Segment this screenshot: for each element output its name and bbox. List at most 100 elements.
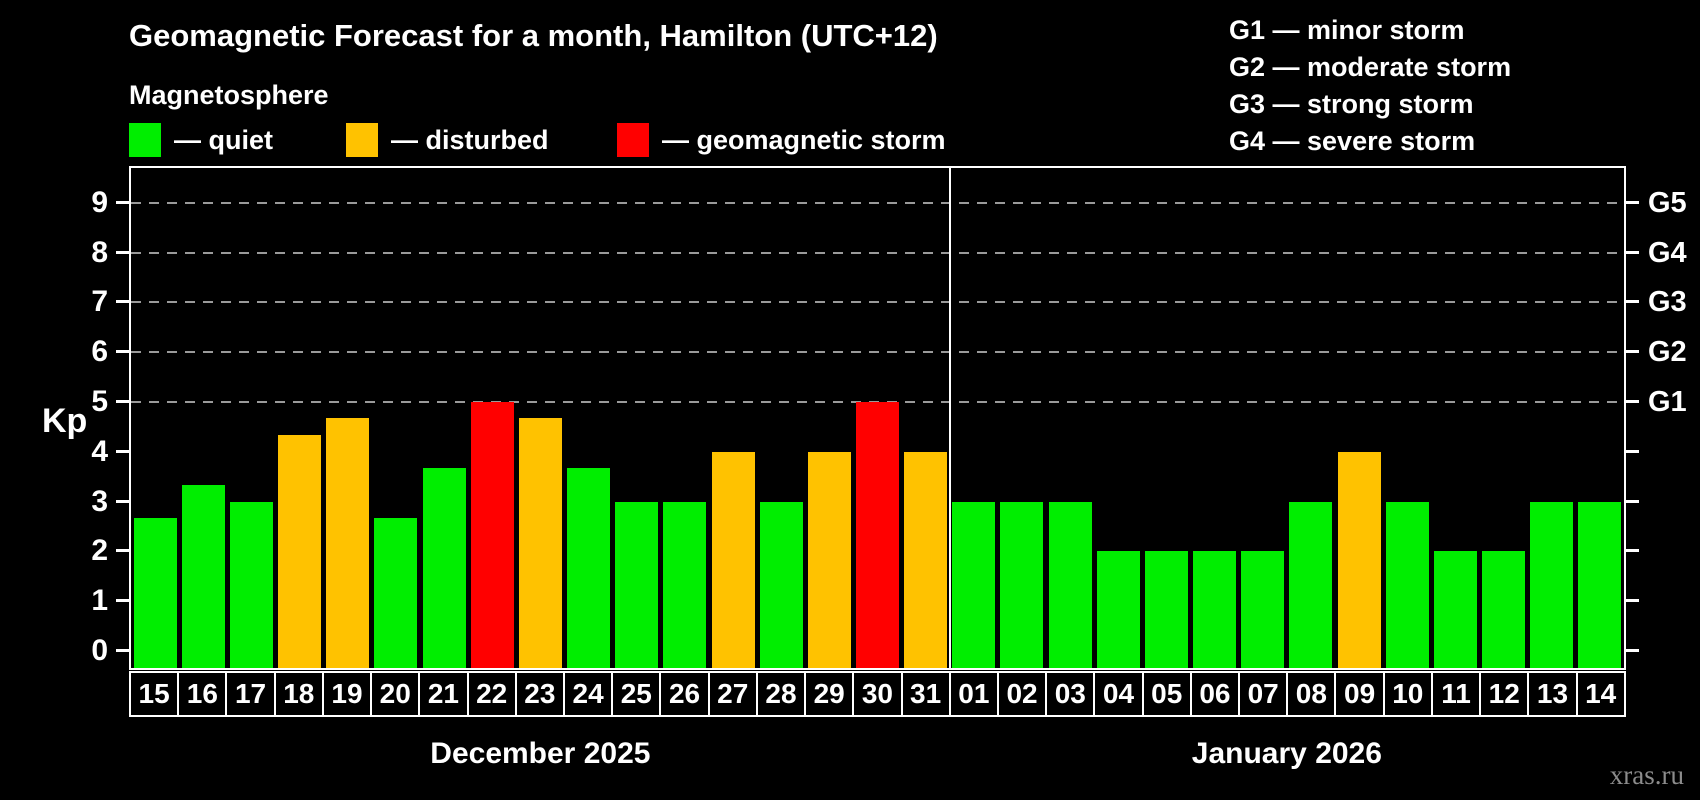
y-tick-label-9: 9 xyxy=(91,185,108,219)
g-legend-item-g2: G2 — moderate storm xyxy=(1229,52,1512,82)
g-axis-label-g3: G3 xyxy=(1648,286,1687,319)
y-tick-left-5 xyxy=(116,400,129,403)
kp-bar-27 xyxy=(711,451,755,668)
y-tick-left-0 xyxy=(116,649,129,652)
kp-bar-15 xyxy=(133,518,177,668)
y-tick-right-8 xyxy=(1626,250,1639,254)
date-cell-07: 07 xyxy=(1238,671,1289,717)
date-cell-31: 31 xyxy=(900,671,951,717)
gridline-kp7 xyxy=(131,301,1624,304)
date-cell-22: 22 xyxy=(466,671,517,717)
kp-bar-05 xyxy=(1144,551,1188,668)
date-cell-24: 24 xyxy=(562,671,614,717)
y-tick-right-0 xyxy=(1626,649,1639,652)
month-label-december: December 2025 xyxy=(430,737,651,770)
y-tick-left-7 xyxy=(116,300,129,304)
kp-bar-13 xyxy=(1530,501,1574,668)
quiet-swatch-icon xyxy=(129,123,161,157)
kp-bar-28 xyxy=(759,501,803,668)
y-tick-right-5 xyxy=(1626,400,1639,403)
date-cell-26: 26 xyxy=(659,671,710,717)
y-tick-right-3 xyxy=(1626,499,1639,503)
kp-bar-06 xyxy=(1193,551,1237,668)
kp-bar-16 xyxy=(181,485,225,668)
kp-bar-17 xyxy=(229,501,273,668)
y-tick-left-9 xyxy=(116,200,129,204)
kp-bar-10 xyxy=(1385,501,1429,668)
legend-item-quiet: — quiet xyxy=(129,123,273,157)
g-legend-item-g4: G4 — severe storm xyxy=(1229,126,1476,156)
kp-bar-22 xyxy=(470,402,514,668)
legend-item-disturbed: — disturbed xyxy=(346,123,549,157)
y-tick-left-2 xyxy=(116,549,129,553)
disturbed-swatch-icon xyxy=(346,123,378,157)
y-tick-right-1 xyxy=(1626,599,1639,603)
date-cell-10: 10 xyxy=(1382,671,1433,717)
g-axis-label-g1: G1 xyxy=(1648,386,1687,418)
gridline-kp8 xyxy=(131,251,1624,254)
date-cell-12: 12 xyxy=(1479,671,1530,717)
kp-bar-08 xyxy=(1289,501,1333,668)
kp-bar-26 xyxy=(663,501,707,668)
date-cell-04: 04 xyxy=(1093,671,1144,717)
y-tick-left-6 xyxy=(116,350,129,354)
kp-bar-21 xyxy=(422,468,466,668)
legend-label-storm: — geomagnetic storm xyxy=(662,124,946,155)
gridline-kp9 xyxy=(131,201,1624,204)
date-cell-18: 18 xyxy=(273,671,324,717)
kp-bar-02 xyxy=(1000,501,1044,668)
legend-item-storm: — geomagnetic storm xyxy=(617,123,946,157)
date-cell-02: 02 xyxy=(996,671,1048,717)
kp-bar-09 xyxy=(1337,451,1381,668)
date-cell-19: 19 xyxy=(321,671,373,717)
y-tick-right-4 xyxy=(1626,449,1639,453)
y-tick-label-2: 2 xyxy=(91,534,108,568)
kp-bar-01 xyxy=(952,501,996,668)
y-tick-label-8: 8 xyxy=(91,235,108,269)
y-tick-label-0: 0 xyxy=(91,634,108,667)
date-cell-11: 11 xyxy=(1430,671,1482,717)
y-axis-label: Kp xyxy=(42,402,88,440)
date-cell-23: 23 xyxy=(514,671,565,717)
kp-bar-07 xyxy=(1241,551,1285,668)
date-cell-15: 15 xyxy=(129,671,180,717)
magnetosphere-legend-title: Magnetosphere xyxy=(129,80,329,110)
y-tick-label-1: 1 xyxy=(91,584,108,618)
date-cell-03: 03 xyxy=(1045,671,1096,717)
kp-bar-31 xyxy=(904,451,948,668)
g-axis-label-g5: G5 xyxy=(1648,186,1687,219)
kp-bar-04 xyxy=(1096,551,1140,668)
y-tick-label-7: 7 xyxy=(91,285,108,319)
kp-bar-11 xyxy=(1433,551,1477,668)
chart-title: Geomagnetic Forecast for a month, Hamilt… xyxy=(129,18,938,53)
kp-bar-03 xyxy=(1048,501,1092,668)
storm-swatch-icon xyxy=(617,123,649,157)
date-cell-14: 14 xyxy=(1575,671,1626,717)
y-tick-right-7 xyxy=(1626,300,1639,304)
date-cell-16: 16 xyxy=(177,671,228,717)
y-tick-label-3: 3 xyxy=(91,484,108,518)
date-cell-25: 25 xyxy=(611,671,662,717)
date-cell-20: 20 xyxy=(370,671,421,717)
date-cell-06: 06 xyxy=(1189,671,1241,717)
kp-bar-24 xyxy=(567,468,611,668)
g-axis-label-g4: G4 xyxy=(1648,236,1687,269)
month-separator xyxy=(948,168,951,668)
gridline-kp6 xyxy=(131,351,1624,354)
y-tick-left-8 xyxy=(116,250,129,254)
y-tick-right-9 xyxy=(1626,200,1639,204)
date-cell-27: 27 xyxy=(707,671,758,717)
y-tick-label-6: 6 xyxy=(91,335,108,369)
date-cell-05: 05 xyxy=(1141,671,1192,717)
y-tick-label-5: 5 xyxy=(91,385,108,418)
kp-bar-23 xyxy=(518,418,562,668)
g-legend-item-g3: G3 — strong storm xyxy=(1229,89,1474,119)
y-tick-left-3 xyxy=(116,499,129,503)
month-label-january: January 2026 xyxy=(1191,737,1382,770)
kp-bar-18 xyxy=(278,435,322,668)
date-cell-28: 28 xyxy=(755,671,807,717)
date-axis: 15 16 17 18 19 20 21 22 23 24 25 26 27 28 29 30 31 01 02 03… xyxy=(129,671,1626,717)
y-tick-right-6 xyxy=(1626,350,1639,354)
kp-bar-19 xyxy=(326,418,370,668)
